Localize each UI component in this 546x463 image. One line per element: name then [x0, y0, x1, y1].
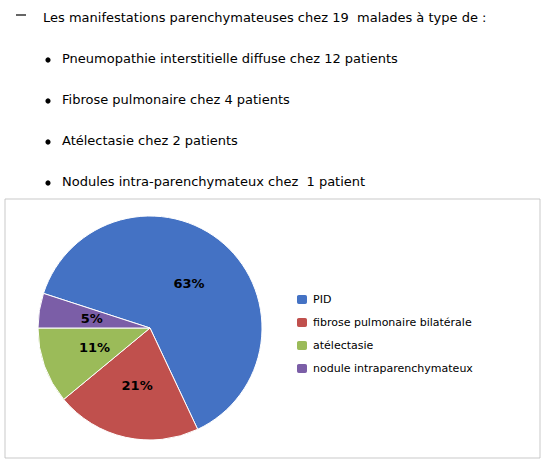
svg-text:PID: PID [313, 293, 331, 306]
svg-text:21%: 21% [122, 378, 153, 393]
svg-text:Atélectasie chez 2 patients: Atélectasie chez 2 patients [62, 133, 238, 148]
svg-text:11%: 11% [79, 340, 110, 355]
svg-text:atélectasie: atélectasie [313, 339, 374, 352]
svg-text:Nodules intra-parenchymateux c: Nodules intra-parenchymateux chez 1 pati… [62, 174, 365, 189]
svg-text:5%: 5% [81, 311, 103, 326]
svg-text:nodule intraparenchymateux: nodule intraparenchymateux [313, 362, 473, 375]
svg-text:Pneumopathie interstitielle di: Pneumopathie interstitielle diffuse chez… [62, 51, 398, 66]
svg-text:Fibrose pulmonaire chez 4 pati: Fibrose pulmonaire chez 4 patients [62, 92, 290, 107]
svg-text:Les manifestations parenchymat: Les manifestations parenchymateuses chez… [43, 10, 486, 25]
svg-text:fibrose pulmonaire bilatérale: fibrose pulmonaire bilatérale [313, 316, 472, 329]
svg-text:63%: 63% [173, 276, 204, 291]
